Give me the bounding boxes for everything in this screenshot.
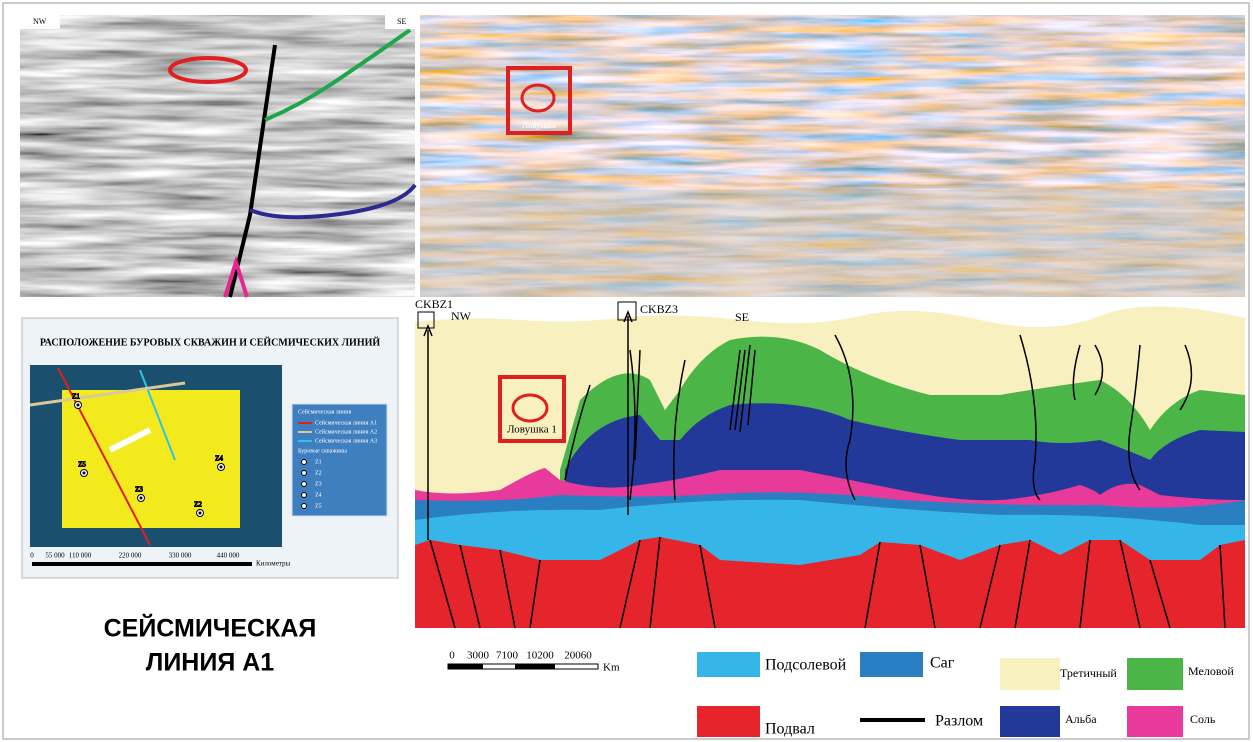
- legend-label: Третичный: [1060, 666, 1117, 680]
- scale-label: 440 000: [217, 552, 240, 560]
- legend-label: Альба: [1065, 712, 1097, 726]
- caption: СЕЙСМИЧЕСКАЯ: [104, 613, 317, 643]
- label: Ловушка: [522, 120, 556, 130]
- label: NW: [33, 17, 47, 26]
- well-label: Z5: [78, 461, 86, 469]
- seismic-left: NW SE: [20, 15, 415, 297]
- scale-unit: Km: [603, 662, 620, 674]
- trap-label: Ловушка 1: [507, 424, 557, 436]
- direction: NW: [451, 309, 472, 323]
- legend-swatch: [697, 706, 760, 737]
- legend-title: Сейсмическая линия: [298, 408, 351, 415]
- well-dot: [220, 466, 222, 468]
- legend-swatch: [697, 652, 760, 677]
- legend-well: [302, 482, 307, 487]
- scale-label: 330 000: [169, 552, 192, 560]
- legend-well: [302, 471, 307, 476]
- seismic-right: [420, 190, 1245, 297]
- scale-bar: 0 3000 7100 10200 20060 Km: [448, 650, 620, 674]
- well-map: [32, 562, 252, 566]
- legend-text: Сейсмическая линия A2: [315, 428, 377, 435]
- legend-label: Разлом: [935, 713, 983, 730]
- well-label: Z1: [72, 393, 80, 401]
- legend-swatch: [1127, 658, 1183, 690]
- well-map: [62, 390, 240, 528]
- caption: ЛИНИЯ A1: [146, 649, 275, 677]
- legend-swatch: [860, 652, 923, 677]
- scale-unit: Километры: [256, 560, 290, 568]
- well-label: Z2: [194, 501, 202, 509]
- scale-bar: [515, 664, 555, 669]
- scale-label: 55 000: [45, 552, 65, 560]
- legend-text: Z1: [315, 459, 322, 465]
- legend-label: Соль: [1190, 712, 1216, 726]
- legend-text: Сейсмическая линия A1: [315, 419, 377, 426]
- well-label: CKBZ3: [640, 302, 678, 316]
- seismic-right: Ловушка: [420, 15, 1245, 297]
- well-dot: [140, 497, 142, 499]
- legend-swatch: [1000, 706, 1060, 737]
- legend-title: Буровые скважины: [298, 448, 347, 454]
- scale-label: 220 000: [119, 552, 142, 560]
- scale-label: 3000: [467, 650, 490, 662]
- legend-text: Z4: [315, 492, 322, 498]
- well-map: РАСПОЛОЖЕНИЕ БУРОВЫХ СКВАЖИН И СЕЙСМИЧЕС…: [22, 318, 398, 578]
- legend-swatch: [1127, 706, 1183, 737]
- legend-label: Подсолевой: [765, 657, 847, 674]
- figure: NW SE Ловушка РАСПОЛОЖЕНИЕ БУРОВЫХ СКВАЖ…: [0, 0, 1253, 742]
- map-title: РАСПОЛОЖЕНИЕ БУРОВЫХ СКВАЖИН И СЕЙСМИЧЕС…: [40, 336, 381, 348]
- scale-label: 0: [30, 552, 34, 560]
- scale-bar: 0 3000 7100 10200 20060 Km: [449, 650, 620, 674]
- scale-label: 20060: [564, 650, 592, 662]
- well-label: Z3: [135, 486, 143, 494]
- legend: Подсолевой Саг Третичный Меловой Подвал Разло…: [697, 652, 1234, 738]
- legend-well: [302, 504, 307, 509]
- scale-label: 110 000: [69, 552, 92, 560]
- legend-text: Сейсмическая линия A3: [315, 437, 377, 444]
- page: {"seismic_left": {"nw": "NW", "se": "SE"…: [0, 0, 1253, 742]
- legend-label: Меловой: [1188, 664, 1234, 678]
- well-dot: [77, 404, 79, 406]
- well-dot: [199, 512, 201, 514]
- well-label: Z4: [215, 455, 223, 463]
- legend-text: Z2: [315, 470, 322, 476]
- scale-label: 7100: [496, 650, 519, 662]
- legend-well: [302, 493, 307, 498]
- cross-section: CKBZ1 CKBZ3 NW SE Ловушка 1: [415, 297, 1245, 628]
- scale-bar: [448, 664, 483, 669]
- scale-label: 0: [449, 650, 455, 662]
- legend-text: Z5: [315, 503, 322, 509]
- legend-label: Саг: [930, 655, 955, 672]
- direction: SE: [735, 310, 749, 324]
- label: SE: [397, 17, 406, 26]
- legend-label: Подвал: [765, 721, 815, 738]
- legend-swatch: [1000, 658, 1060, 690]
- well-dot: [83, 472, 85, 474]
- well-label: CKBZ1: [415, 297, 453, 311]
- scale-label: 10200: [526, 650, 554, 662]
- legend-well: [302, 460, 307, 465]
- legend-text: Z3: [315, 481, 322, 487]
